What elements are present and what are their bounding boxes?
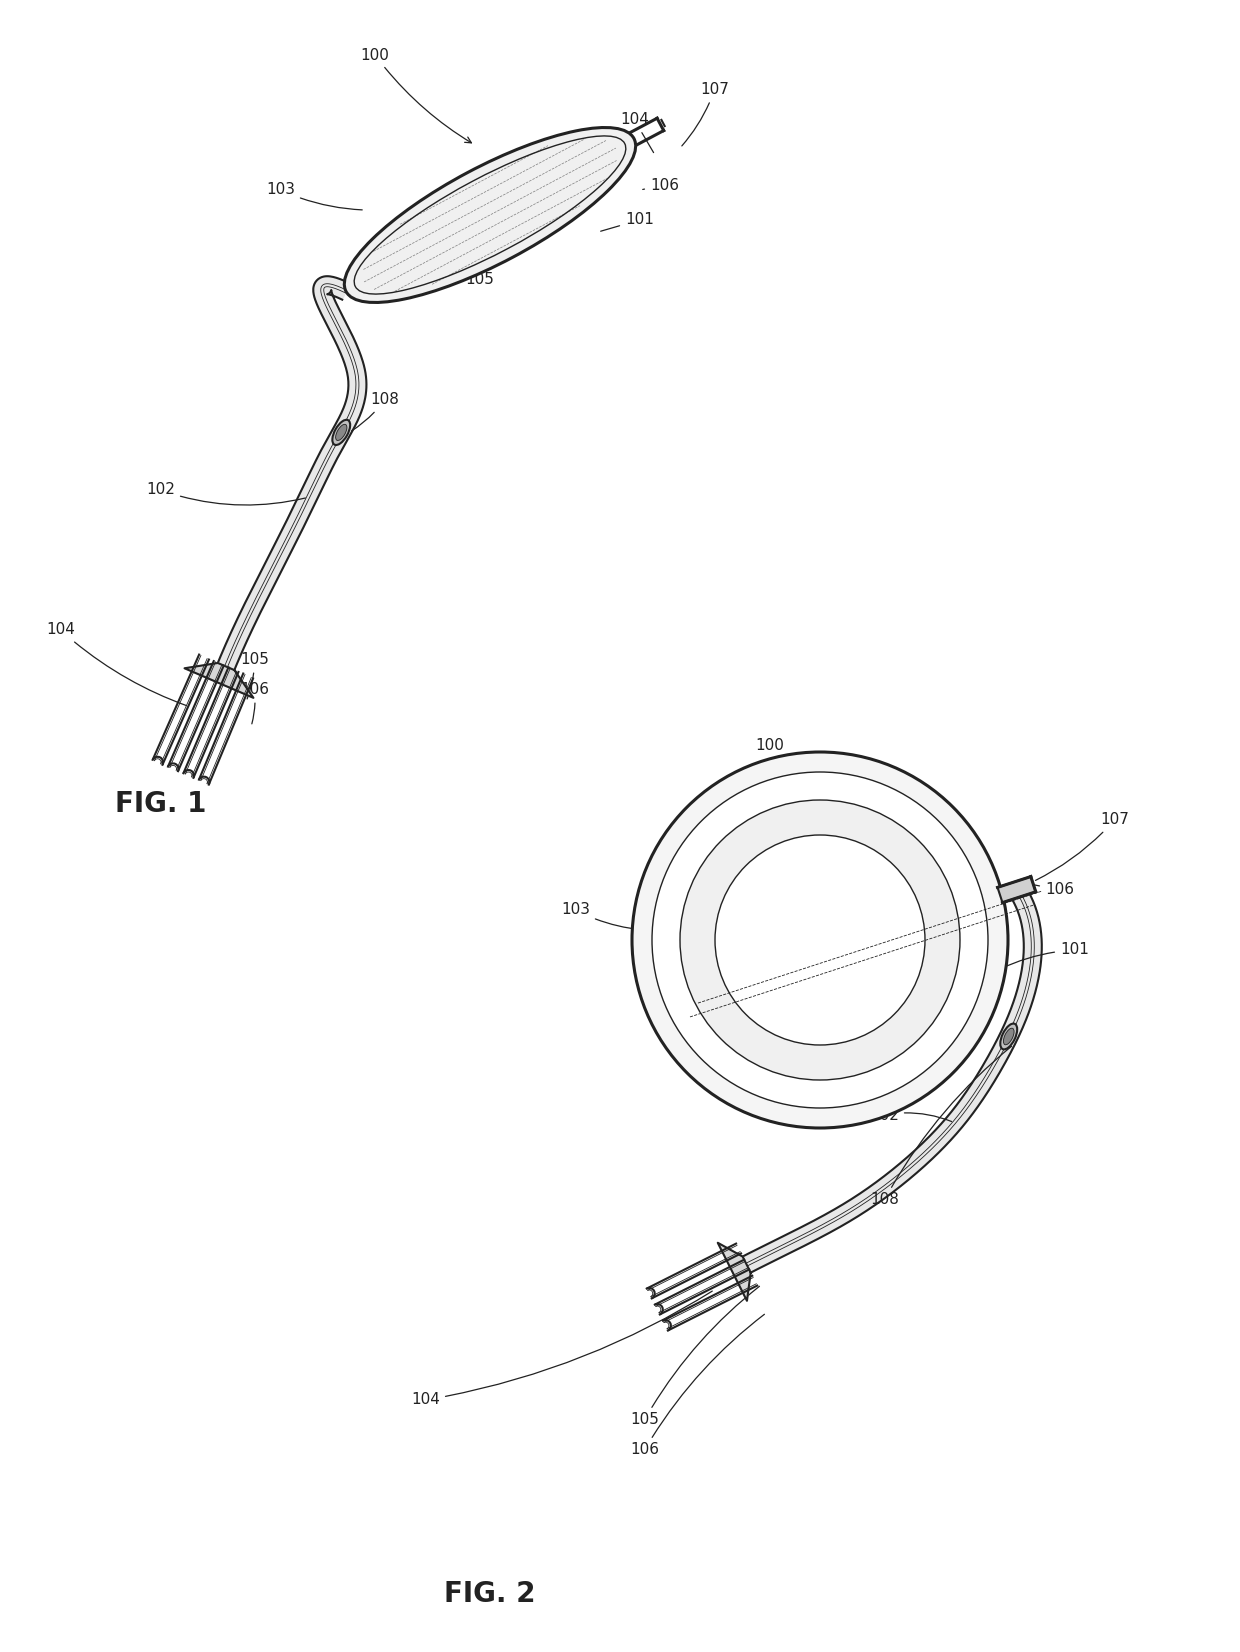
- Text: 102: 102: [870, 1107, 951, 1122]
- Circle shape: [715, 834, 925, 1046]
- Text: 107: 107: [682, 83, 729, 145]
- Text: 104: 104: [412, 1292, 712, 1408]
- Text: 103: 103: [560, 902, 641, 930]
- Text: 106: 106: [642, 177, 680, 193]
- Ellipse shape: [345, 127, 636, 302]
- Polygon shape: [997, 877, 1035, 902]
- Circle shape: [632, 752, 1008, 1128]
- Ellipse shape: [336, 425, 347, 441]
- Polygon shape: [218, 276, 367, 671]
- Circle shape: [680, 800, 960, 1080]
- Text: 106: 106: [241, 682, 269, 724]
- Text: 104: 104: [906, 838, 1003, 899]
- Text: 105: 105: [775, 963, 830, 1067]
- Text: 103: 103: [267, 182, 362, 210]
- Ellipse shape: [1001, 1024, 1017, 1049]
- Text: 101: 101: [1001, 943, 1089, 968]
- Text: 106: 106: [1024, 882, 1074, 897]
- Text: 108: 108: [870, 1046, 1012, 1208]
- Text: 102: 102: [146, 482, 305, 506]
- Text: 104: 104: [46, 623, 186, 705]
- Text: FIG. 1: FIG. 1: [115, 790, 206, 818]
- Circle shape: [652, 771, 988, 1108]
- Text: 100: 100: [755, 737, 806, 767]
- Text: 101: 101: [600, 213, 653, 231]
- Text: 105: 105: [446, 254, 494, 287]
- Text: FIG. 2: FIG. 2: [444, 1579, 536, 1607]
- Text: 105: 105: [241, 653, 269, 699]
- Polygon shape: [718, 1242, 750, 1300]
- Ellipse shape: [1003, 1028, 1014, 1044]
- Text: 100: 100: [361, 48, 471, 142]
- Polygon shape: [185, 662, 253, 697]
- Polygon shape: [743, 885, 1042, 1272]
- Text: 107: 107: [1035, 813, 1128, 881]
- Text: 108: 108: [352, 393, 399, 431]
- Text: 105: 105: [630, 1287, 759, 1427]
- Ellipse shape: [332, 420, 350, 444]
- Text: 106: 106: [630, 1315, 764, 1457]
- Text: 104: 104: [620, 112, 653, 152]
